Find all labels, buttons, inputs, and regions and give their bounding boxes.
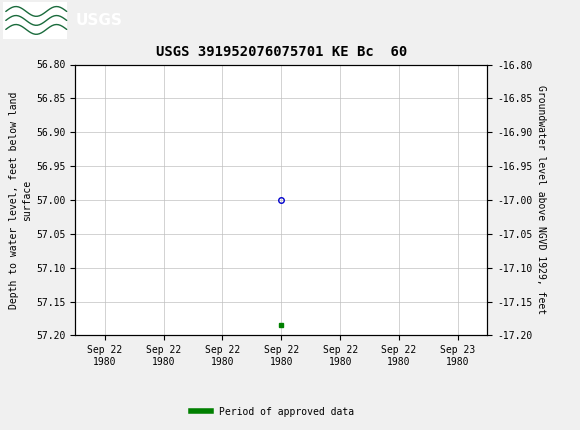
Title: USGS 391952076075701 KE Bc  60: USGS 391952076075701 KE Bc 60 [155, 45, 407, 59]
Legend: Period of approved data: Period of approved data [187, 403, 358, 421]
FancyBboxPatch shape [3, 2, 67, 39]
Text: USGS: USGS [75, 13, 122, 28]
Y-axis label: Groundwater level above NGVD 1929, feet: Groundwater level above NGVD 1929, feet [536, 86, 546, 314]
Y-axis label: Depth to water level, feet below land
surface: Depth to water level, feet below land su… [9, 91, 32, 309]
